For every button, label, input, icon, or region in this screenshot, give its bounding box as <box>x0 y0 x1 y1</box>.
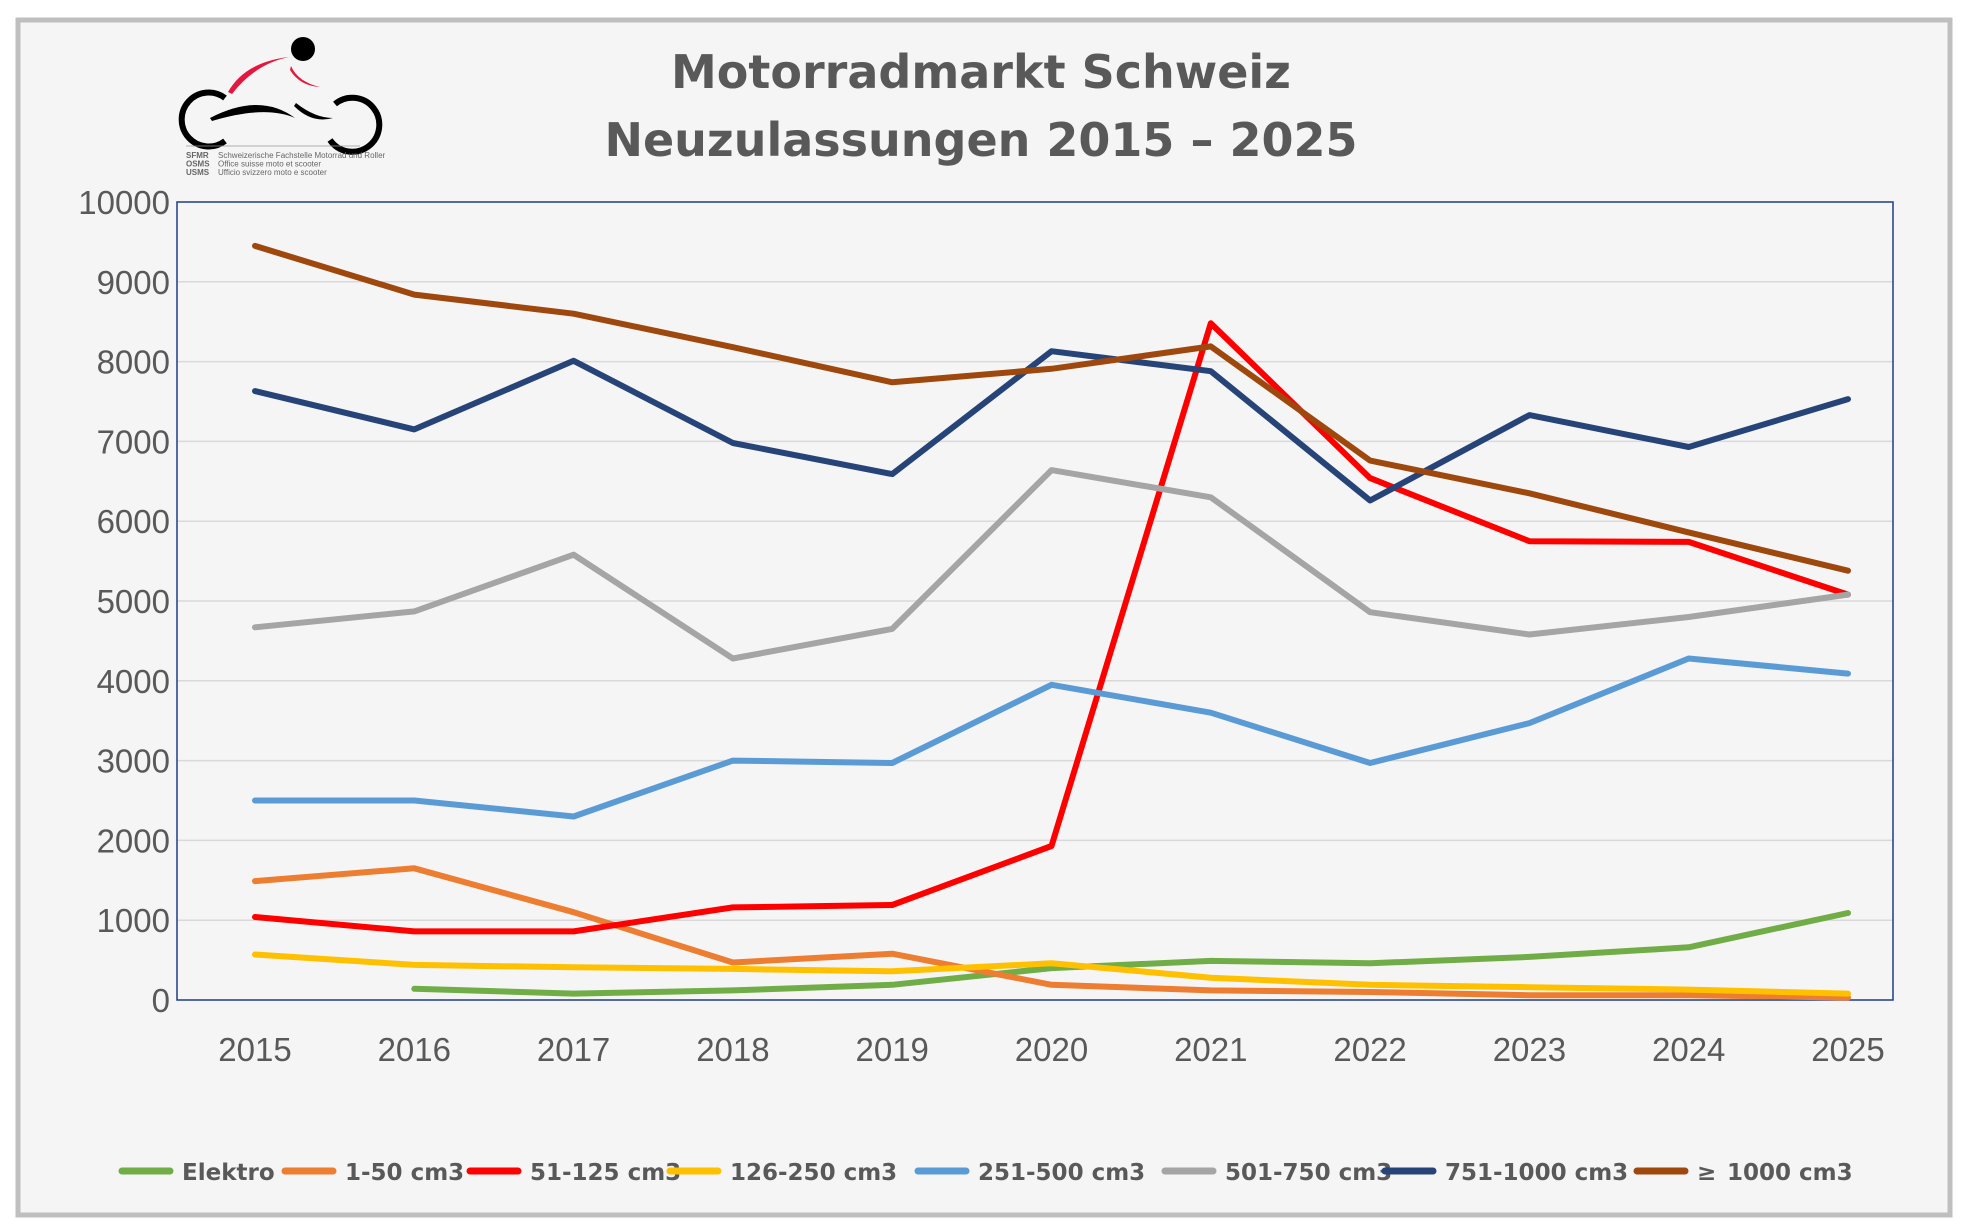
x-tick-label: 2022 <box>1333 1031 1406 1068</box>
x-tick-label: 2025 <box>1811 1031 1884 1068</box>
logo-text: Schweizerische Fachstelle Motorrad und R… <box>218 151 386 160</box>
logo-arm <box>290 66 320 87</box>
y-tick-label: 5000 <box>97 583 170 620</box>
legend-label: 1-50 cm3 <box>345 1160 464 1186</box>
y-tick-label: 1000 <box>97 902 170 939</box>
y-tick-label: 10000 <box>78 184 170 221</box>
chart-title-line-2: Neuzulassungen 2015 – 2025 <box>604 113 1357 167</box>
legend-item: 251-500 cm3 <box>914 1160 1145 1186</box>
chart-title-line-1: Motorradmarkt Schweiz <box>671 45 1291 99</box>
legend-label: Elektro <box>182 1160 275 1186</box>
logo-abbr: OSMS <box>186 160 210 169</box>
series-51-125-cm3 <box>252 320 1851 935</box>
y-tick-label: 7000 <box>97 423 170 460</box>
x-tick-label: 2015 <box>218 1031 291 1068</box>
series-1-50-cm3 <box>252 865 1851 1001</box>
series-line <box>411 910 1851 997</box>
legend-label: 1000 cm3 <box>1727 1160 1853 1186</box>
legend-item: 126-250 cm3 <box>666 1160 897 1186</box>
legend-item: 751-1000 cm3 <box>1381 1160 1628 1186</box>
y-tick-label: 6000 <box>97 503 170 540</box>
y-tick-label: 0 <box>152 982 170 1019</box>
legend-item: 501-750 cm3 <box>1161 1160 1392 1186</box>
x-tick-label: 2023 <box>1493 1031 1566 1068</box>
logo-text: Office suisse moto et scooter <box>218 160 321 169</box>
y-tick-label: 4000 <box>97 663 170 700</box>
legend-item: ≥1000 cm3 <box>1633 1160 1853 1186</box>
logo-abbr: SFMR <box>186 151 209 160</box>
legend-label: 251-500 cm3 <box>978 1160 1145 1186</box>
x-tick-label: 2018 <box>696 1031 769 1068</box>
logo-torso <box>228 57 289 94</box>
x-tick-label: 2024 <box>1652 1031 1725 1068</box>
series-751-1000-cm3 <box>252 348 1851 504</box>
logo-text: Ufficio svizzero moto e scooter <box>218 168 327 177</box>
logo-head <box>291 37 315 61</box>
legend-item: Elektro <box>118 1160 275 1186</box>
legend-item: 51-125 cm3 <box>466 1160 681 1186</box>
series-1000-cm3 <box>252 242 1851 574</box>
y-tick-label: 3000 <box>97 743 170 780</box>
legend-item: 1-50 cm3 <box>281 1160 464 1186</box>
y-tick-label: 9000 <box>97 264 170 301</box>
logo-front-wheel <box>327 94 383 155</box>
logo-rear-wheel <box>178 89 227 150</box>
series-elektro <box>411 910 1851 997</box>
logo-abbr: USMS <box>186 168 210 177</box>
x-tick-label: 2021 <box>1174 1031 1247 1068</box>
logo: SFMR Schweizerische Fachstelle Motorrad u… <box>178 37 386 177</box>
series-251-500-cm3 <box>252 655 1851 820</box>
y-tick-label: 8000 <box>97 344 170 381</box>
x-tick-label: 2017 <box>537 1031 610 1068</box>
legend-label: 51-125 cm3 <box>530 1160 681 1186</box>
x-tick-label: 2020 <box>1015 1031 1088 1068</box>
logo-body <box>210 105 295 121</box>
plot-area-border <box>176 201 1894 1001</box>
x-tick-label: 2016 <box>378 1031 451 1068</box>
legend-label: 126-250 cm3 <box>730 1160 897 1186</box>
logo-fork <box>294 103 333 120</box>
x-tick-label: 2019 <box>855 1031 928 1068</box>
series-501-750-cm3 <box>252 467 1851 662</box>
legend-symbol: ≥ <box>1697 1160 1716 1186</box>
legend-label: 751-1000 cm3 <box>1445 1160 1628 1186</box>
series-126-250-cm3 <box>252 951 1851 997</box>
legend-label: 501-750 cm3 <box>1225 1160 1392 1186</box>
y-tick-label: 2000 <box>97 822 170 859</box>
